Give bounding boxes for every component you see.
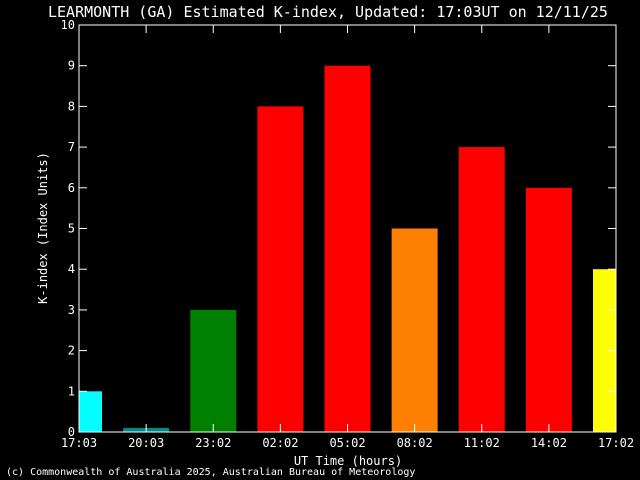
y-ticks-group: 0 1 2 3 4 5 6 7 8 9 10 bbox=[61, 18, 616, 439]
x-tick-label-2: 23:02 bbox=[195, 436, 231, 450]
y-tick-label-3: 3 bbox=[68, 303, 75, 317]
x-tick-label-4: 05:02 bbox=[329, 436, 365, 450]
y-tick-label-8: 8 bbox=[68, 99, 75, 113]
bar-3 bbox=[257, 106, 304, 433]
y-tick-label-1: 1 bbox=[68, 384, 75, 398]
x-tick-label-7: 14:02 bbox=[531, 436, 567, 450]
y-tick-label-7: 7 bbox=[68, 140, 75, 154]
y-tick-label-2: 2 bbox=[68, 344, 75, 358]
bar-2 bbox=[190, 309, 237, 432]
bar-4 bbox=[324, 65, 371, 432]
x-tick-label-3: 02:02 bbox=[262, 436, 298, 450]
bar-5 bbox=[391, 228, 438, 432]
x-ticks-group: 17:03 20:03 23:02 02:02 05:02 08:02 11:02 14:02… bbox=[61, 25, 634, 450]
x-tick-label-5: 08:02 bbox=[397, 436, 433, 450]
y-tick-label-5: 5 bbox=[68, 222, 75, 236]
y-tick-label-6: 6 bbox=[68, 181, 75, 195]
x-tick-label-6: 11:02 bbox=[464, 436, 500, 450]
x-tick-label-1: 20:03 bbox=[128, 436, 164, 450]
x-tick-label-8: 17:02 bbox=[598, 436, 634, 450]
y-tick-label-10: 10 bbox=[61, 18, 75, 32]
y-tick-label-4: 4 bbox=[68, 262, 75, 276]
chart-title: LEARMONTH (GA) Estimated K-index, Update… bbox=[48, 3, 608, 21]
x-tick-label-0: 17:03 bbox=[61, 436, 97, 450]
bar-0 bbox=[79, 391, 102, 432]
y-tick-label-9: 9 bbox=[68, 59, 75, 73]
bar-6 bbox=[458, 147, 505, 432]
x-axis-label: UT Time (hours) bbox=[294, 454, 402, 468]
bar-7 bbox=[525, 187, 572, 432]
copyright-footer: (c) Commonwealth of Australia 2025, Aust… bbox=[6, 467, 415, 478]
y-tick-label-0: 0 bbox=[68, 425, 75, 439]
y-axis-label: K-index (Index Units) bbox=[36, 152, 50, 304]
